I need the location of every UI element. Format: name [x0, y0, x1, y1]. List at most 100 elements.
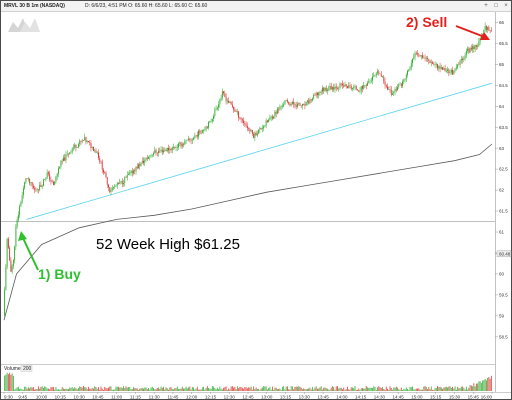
candle-body [124, 177, 126, 183]
candle-body [348, 85, 350, 88]
candle-body [163, 150, 164, 153]
candle-body [105, 172, 107, 178]
volume-bar [250, 386, 252, 391]
candle-body [337, 88, 338, 89]
volume-bar [342, 389, 343, 391]
volume-bar [186, 388, 188, 391]
volume-bar [487, 377, 489, 391]
candle-body [249, 128, 251, 132]
candle-body [45, 177, 47, 180]
candle-body [95, 150, 97, 153]
candle-body [270, 116, 272, 118]
volume-bar [131, 389, 133, 391]
candle-body [240, 118, 242, 120]
candle-body [239, 117, 241, 119]
candle-body [158, 150, 159, 154]
maximize-icon[interactable]: □ [494, 3, 498, 9]
candle-body [64, 157, 66, 161]
candle-body [452, 69, 454, 75]
volume-bar [283, 386, 285, 391]
volume-bar [143, 388, 144, 391]
candle-body [489, 30, 491, 31]
close-icon[interactable]: × [504, 3, 508, 9]
volume-bar [254, 388, 256, 391]
volume-bar [355, 389, 357, 391]
candle-body [424, 57, 426, 59]
candle-body [389, 89, 391, 90]
candle-body [166, 148, 168, 151]
volume-bar [140, 388, 142, 391]
volume-bar [483, 380, 485, 391]
candle-body [415, 53, 417, 54]
volume-bar [398, 389, 400, 391]
volume-bar [417, 388, 418, 391]
volume-bar [15, 388, 17, 391]
candle-body [181, 143, 183, 147]
volume-bar [337, 386, 338, 391]
last-price-box [496, 250, 512, 258]
candle-body [171, 147, 173, 151]
candle-body [404, 78, 406, 80]
volume-bar [273, 389, 275, 391]
candle-body [143, 160, 144, 163]
volume-bar [59, 389, 61, 391]
candle-body [332, 87, 333, 90]
volume-bar [324, 387, 326, 391]
volume-bar [285, 386, 287, 391]
candle-body [422, 55, 423, 58]
volume-bar [350, 387, 352, 391]
volume-bar [136, 388, 138, 391]
symbol-label[interactable]: MRVL 30 B 1m (NASDAQ) [4, 3, 65, 9]
volume-bar [205, 387, 207, 391]
volume-bar [156, 387, 158, 391]
candle-body [233, 107, 235, 110]
y-tick-label: 61.5 [499, 209, 508, 214]
candle-body [408, 69, 410, 71]
candle-body [205, 126, 207, 130]
candle-body [478, 41, 480, 46]
volume-bar [301, 389, 303, 391]
y-tick-label: 64 [499, 104, 505, 109]
volume-bar [468, 387, 470, 391]
volume-bar [448, 386, 450, 391]
x-tick-label: 10:45 [92, 395, 104, 400]
candle-body [35, 189, 37, 191]
volume-bar [412, 386, 413, 391]
volume-bar [482, 380, 484, 391]
candle-body [254, 132, 256, 138]
volume-bar [397, 387, 398, 391]
candle-body [354, 86, 356, 88]
candle-body [490, 30, 492, 32]
volume-bar [174, 388, 176, 391]
volume-bar [74, 387, 76, 391]
candle-body [335, 86, 337, 89]
candle-body [359, 90, 361, 92]
volume-bar [85, 387, 87, 391]
volume-bar [146, 389, 148, 391]
volume-bar [236, 386, 238, 391]
volume-bar [433, 389, 435, 391]
candle-body [30, 182, 32, 184]
volume-bar [477, 383, 479, 391]
candle-body [88, 141, 89, 143]
candle-body [355, 86, 357, 90]
candle-body [387, 86, 388, 90]
candle-body [364, 85, 366, 86]
volume-bar [150, 387, 152, 391]
volume-bar [328, 389, 330, 391]
candle-body [373, 75, 375, 77]
volume-bar [101, 388, 103, 391]
volume-bar [338, 388, 340, 391]
candle-body [399, 83, 401, 85]
candle-body [377, 71, 378, 73]
volume-bar [402, 390, 403, 391]
volume-bar [323, 387, 325, 391]
candle-body [438, 66, 440, 69]
add-icon[interactable]: + [484, 3, 488, 9]
volume-bar [439, 386, 441, 391]
x-tick-label: 13:30 [299, 395, 311, 400]
volume-bar [393, 387, 395, 391]
candle-body [430, 62, 432, 64]
candle-body [374, 75, 376, 76]
